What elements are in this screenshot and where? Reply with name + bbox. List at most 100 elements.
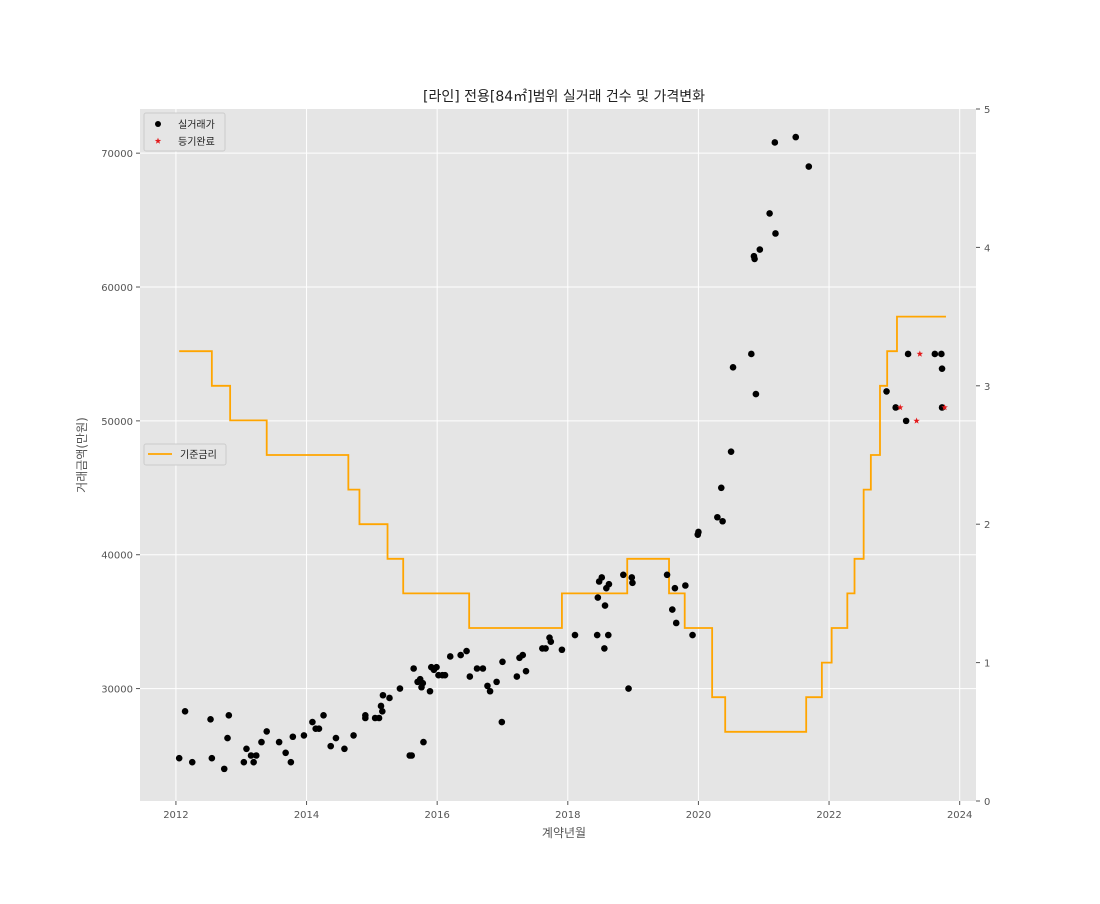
- trade-point: [752, 390, 760, 398]
- trade-point: [408, 752, 416, 759]
- legend-trade-label: 실거래가: [178, 119, 215, 131]
- trade-point: [771, 139, 779, 146]
- trade-point: [327, 742, 335, 750]
- chart-title: [라인] 전용[84㎡]범위 실거래 건수 및 가격변화: [423, 89, 705, 105]
- trade-point: [463, 647, 470, 655]
- registered-point: [941, 404, 948, 411]
- trade-point: [717, 484, 725, 492]
- y2-tick-label: 5: [984, 105, 990, 116]
- x-tick-label: 2020: [686, 810, 711, 821]
- trade-point: [207, 716, 214, 723]
- trade-point: [601, 645, 608, 652]
- registered-point: [916, 350, 924, 357]
- trade-point: [594, 594, 602, 601]
- trade-point: [598, 574, 606, 581]
- trade-point: [479, 665, 487, 672]
- trade-point: [396, 685, 404, 692]
- trade-point: [625, 685, 632, 692]
- trade-point: [663, 571, 671, 579]
- y-tick-label: 60000: [101, 283, 133, 294]
- trade-point: [379, 708, 386, 715]
- trade-point: [669, 606, 676, 613]
- y2-tick-label: 0: [984, 797, 990, 808]
- trade-point: [792, 133, 800, 141]
- trade-point: [486, 687, 494, 695]
- plot-area: [140, 109, 976, 801]
- trade-point: [938, 365, 946, 372]
- registered-point: [913, 417, 920, 424]
- trade-point: [446, 653, 454, 660]
- trade-point: [748, 350, 755, 358]
- trade-point: [243, 745, 250, 753]
- legend-lower-box: [143, 443, 227, 466]
- trade-point: [426, 687, 434, 695]
- trade-point: [805, 163, 813, 170]
- trade-point: [719, 517, 726, 525]
- y2-ticks: 0 1 2 3 4 5: [976, 105, 990, 808]
- trade-point: [902, 417, 910, 425]
- trade-point: [379, 691, 387, 699]
- trade-point: [275, 738, 283, 746]
- y-axis-label: 거래금액(만원): [75, 417, 89, 493]
- trade-point: [931, 350, 939, 358]
- trade-point: [695, 528, 702, 536]
- trade-point: [729, 364, 737, 371]
- trade-point: [892, 404, 899, 411]
- trade-point: [309, 718, 316, 726]
- trade-point: [689, 631, 696, 639]
- y2-tick-label: 2: [984, 520, 990, 531]
- trade-point: [250, 758, 257, 766]
- trade-point: [240, 758, 248, 766]
- trade-point: [224, 734, 231, 742]
- trade-point: [756, 246, 764, 253]
- x-tick-label: 2022: [816, 810, 841, 821]
- grid: [140, 109, 976, 801]
- trade-point: [604, 631, 612, 639]
- trade-point: [571, 631, 579, 639]
- x-tick-label: 2012: [163, 810, 188, 821]
- trade-point: [499, 658, 506, 666]
- trade-point: [386, 694, 393, 702]
- y-tick-label: 50000: [101, 417, 133, 428]
- trade-point: [629, 579, 636, 587]
- trade-point: [225, 712, 233, 719]
- trade-point: [628, 574, 636, 581]
- trade-point: [513, 673, 521, 680]
- x-tick-label: 2024: [947, 810, 972, 821]
- y2-tick-label: 4: [984, 243, 990, 254]
- trade-point: [682, 582, 689, 589]
- trade-point: [938, 350, 945, 358]
- y2-tick-label: 1: [984, 659, 990, 670]
- trade-point: [289, 733, 297, 741]
- trade-point: [766, 210, 773, 217]
- trade-point: [519, 651, 527, 659]
- trade-point: [320, 712, 327, 719]
- trade-point: [252, 752, 260, 759]
- trade-point: [904, 350, 912, 358]
- trade-point: [593, 631, 601, 639]
- x-tick-label: 2018: [555, 810, 580, 821]
- trade-point: [175, 754, 183, 762]
- registered-point: [897, 404, 904, 411]
- trade-point: [208, 754, 216, 762]
- trade-point: [375, 714, 383, 722]
- trade-point: [493, 678, 500, 686]
- trade-point: [410, 665, 417, 672]
- x-tick-label: 2016: [424, 810, 449, 821]
- y-tick-label: 70000: [101, 149, 133, 160]
- trade-point: [287, 758, 295, 766]
- trade-point: [457, 651, 464, 659]
- trade-point: [220, 765, 228, 773]
- x-ticks: 2012 2014 2016 2018 2020 2022 2024: [163, 801, 972, 821]
- trade-point: [714, 513, 721, 521]
- trade-point: [751, 255, 758, 263]
- trade-point: [315, 725, 323, 733]
- legend-trade-marker: [155, 121, 161, 127]
- legend-registered-marker: [154, 137, 162, 144]
- trade-point: [282, 749, 289, 757]
- trade-point: [605, 580, 613, 588]
- y2-tick-label: 3: [984, 382, 990, 393]
- legend-upper-box: [143, 112, 226, 152]
- trade-point: [498, 718, 506, 726]
